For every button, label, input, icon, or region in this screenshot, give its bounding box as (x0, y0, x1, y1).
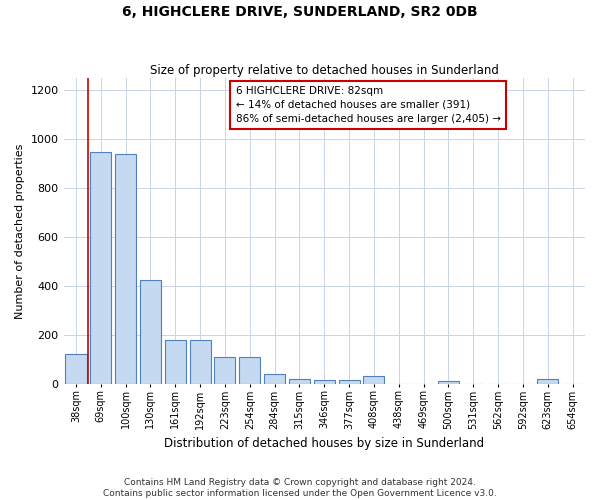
Bar (314, 380, 335, 384)
Bar (115, 154, 136, 384)
Bar (239, 357, 260, 384)
Bar (264, 374, 285, 384)
Bar (364, 376, 385, 384)
Bar (537, 379, 559, 384)
Text: 6 HIGHCLERE DRIVE: 82sqm
← 14% of detached houses are smaller (391)
86% of semi-: 6 HIGHCLERE DRIVE: 82sqm ← 14% of detach… (236, 86, 500, 124)
Text: Contains HM Land Registry data © Crown copyright and database right 2024.
Contai: Contains HM Land Registry data © Crown c… (103, 478, 497, 498)
Title: Size of property relative to detached houses in Sunderland: Size of property relative to detached ho… (150, 64, 499, 77)
Bar (65, 354, 86, 384)
Bar (438, 382, 459, 384)
Text: 6, HIGHCLERE DRIVE, SUNDERLAND, SR2 0DB: 6, HIGHCLERE DRIVE, SUNDERLAND, SR2 0DB (122, 5, 478, 19)
Y-axis label: Number of detached properties: Number of detached properties (15, 144, 25, 318)
Bar (140, 280, 161, 384)
Bar (190, 340, 211, 384)
Bar (214, 357, 235, 384)
X-axis label: Distribution of detached houses by size in Sunderland: Distribution of detached houses by size … (164, 437, 484, 450)
Bar (289, 379, 310, 384)
Bar (338, 380, 359, 384)
Bar (165, 340, 186, 384)
Bar (90, 152, 112, 384)
